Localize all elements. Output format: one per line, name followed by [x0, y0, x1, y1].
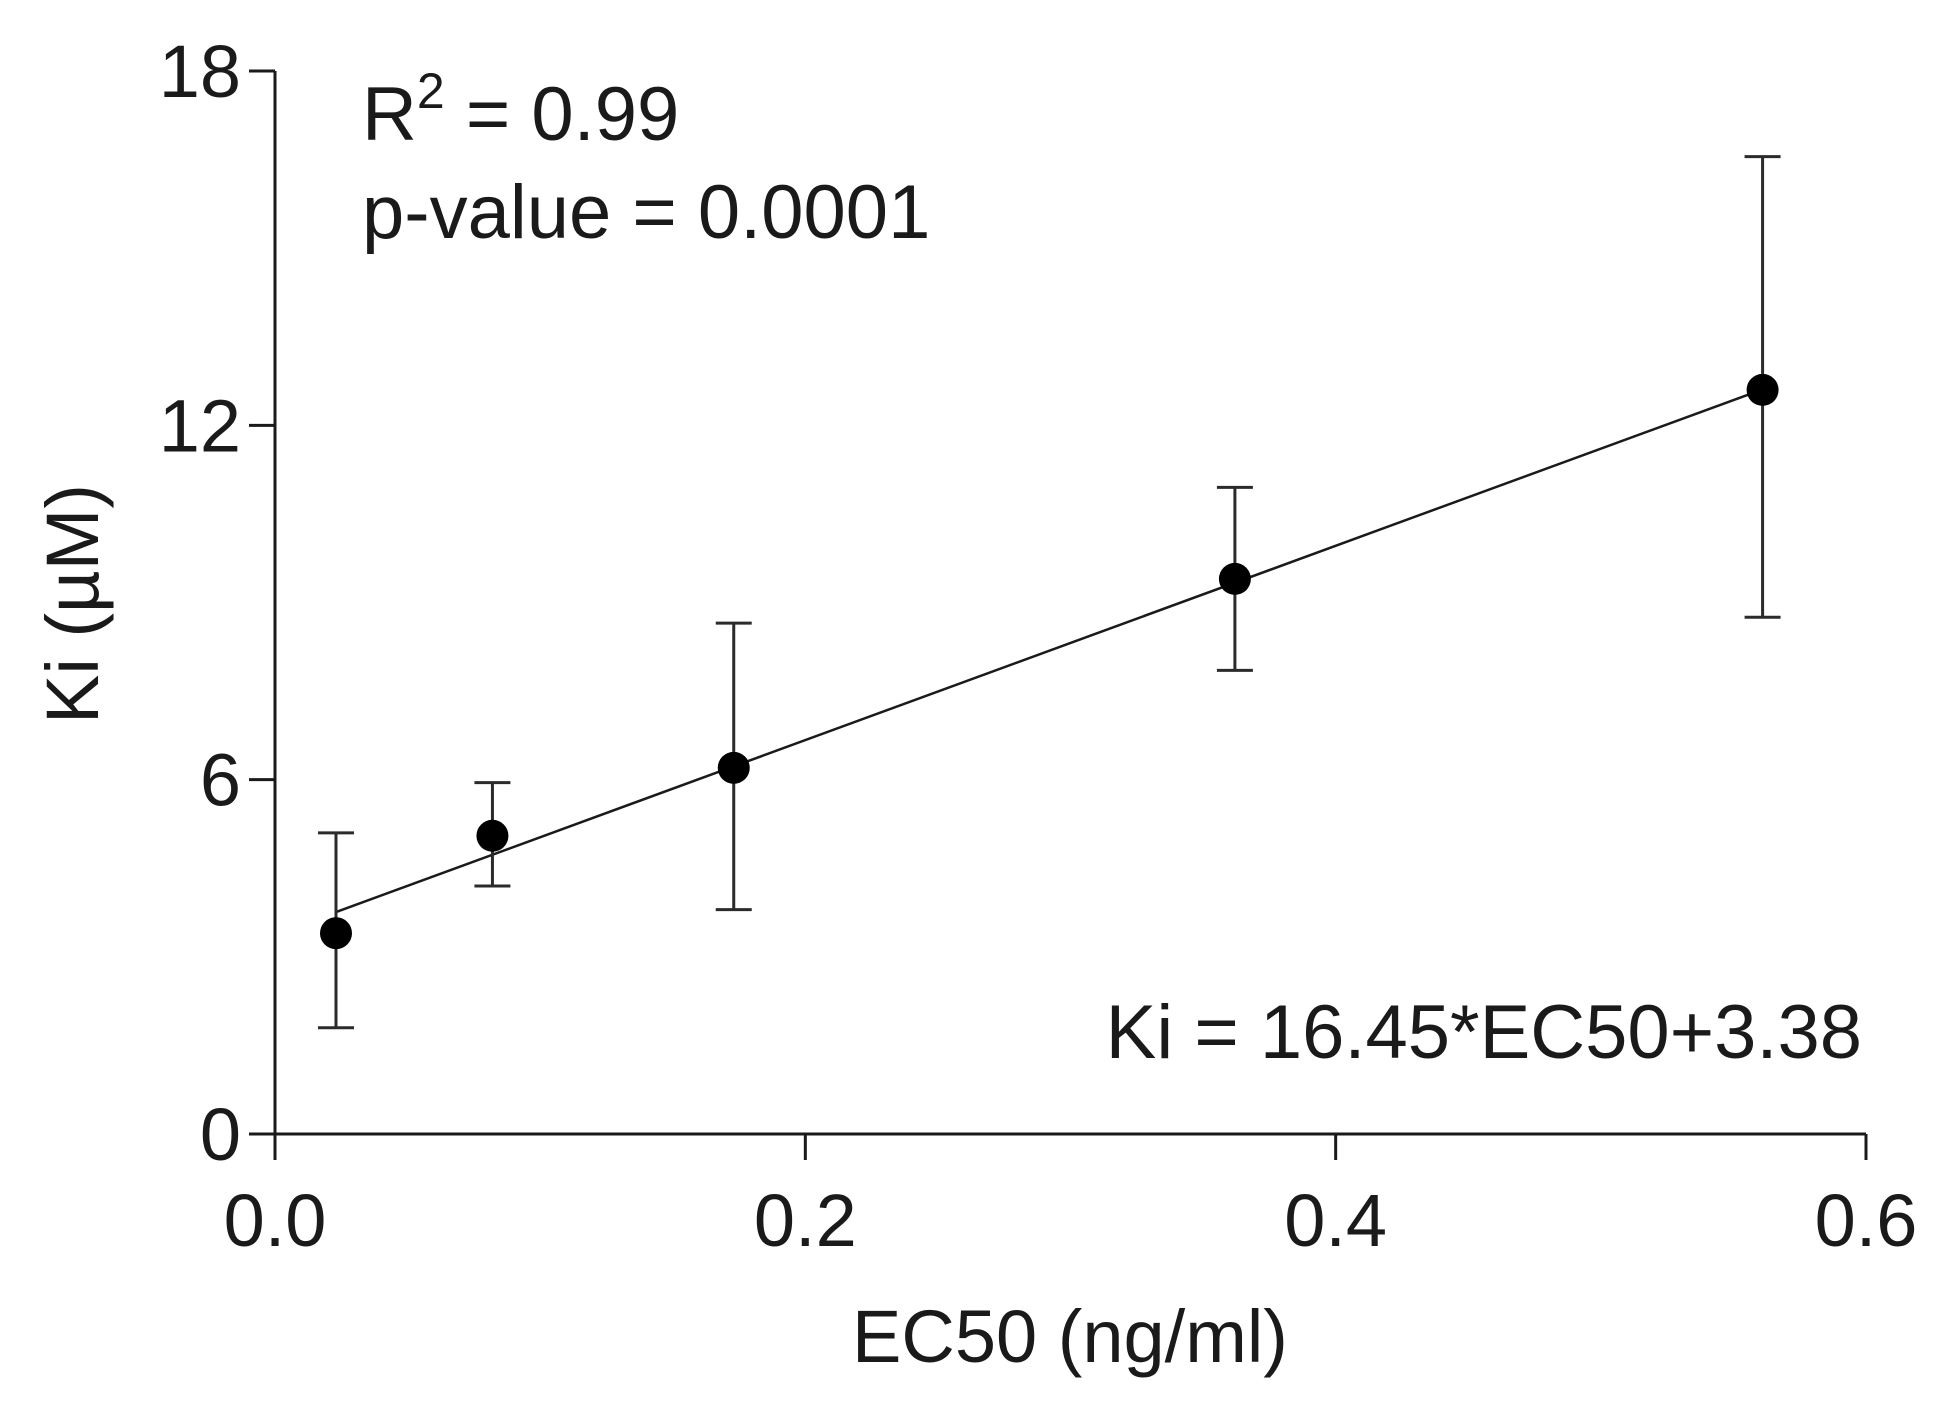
x-tick-label-3: 0.6: [1815, 1179, 1918, 1262]
r-squared-value: = 0.99: [445, 72, 680, 157]
y-tick-label-2: 12: [159, 384, 241, 467]
r-squared-annotation: R2 = 0.99: [362, 63, 679, 157]
data-point-0: [319, 917, 352, 950]
data-point-3: [1218, 562, 1251, 595]
error-bars: [317, 155, 1781, 1030]
x-axis-label: EC50 (ng/ml): [852, 1295, 1288, 1378]
regression-line: [335, 388, 1764, 914]
x-tick-label-1: 0.2: [754, 1179, 857, 1262]
r-squared-prefix: R: [362, 72, 417, 157]
y-tick-label-0: 0: [200, 1093, 241, 1176]
equation-annotation: Ki = 16.45*EC50+3.38: [1106, 990, 1862, 1075]
axes: [273, 71, 1866, 1136]
data-point-4: [1746, 373, 1779, 406]
y-ticks: 0 6 12 18: [159, 30, 275, 1176]
r-squared-superscript: 2: [417, 63, 445, 119]
data-point-1: [476, 819, 509, 852]
data-point-2: [717, 751, 750, 784]
y-tick-label-3: 18: [159, 30, 241, 113]
data-points: [319, 373, 1779, 950]
x-tick-label-0: 0.0: [224, 1179, 327, 1262]
p-value-annotation: p-value = 0.0001: [362, 170, 930, 255]
y-axis-label: Ki (µM): [31, 484, 114, 724]
x-ticks: 0.0 0.2 0.4 0.6: [224, 1134, 1918, 1262]
y-tick-label-1: 6: [200, 739, 241, 822]
x-tick-label-2: 0.4: [1284, 1179, 1387, 1262]
fit-layer: [335, 388, 1764, 914]
